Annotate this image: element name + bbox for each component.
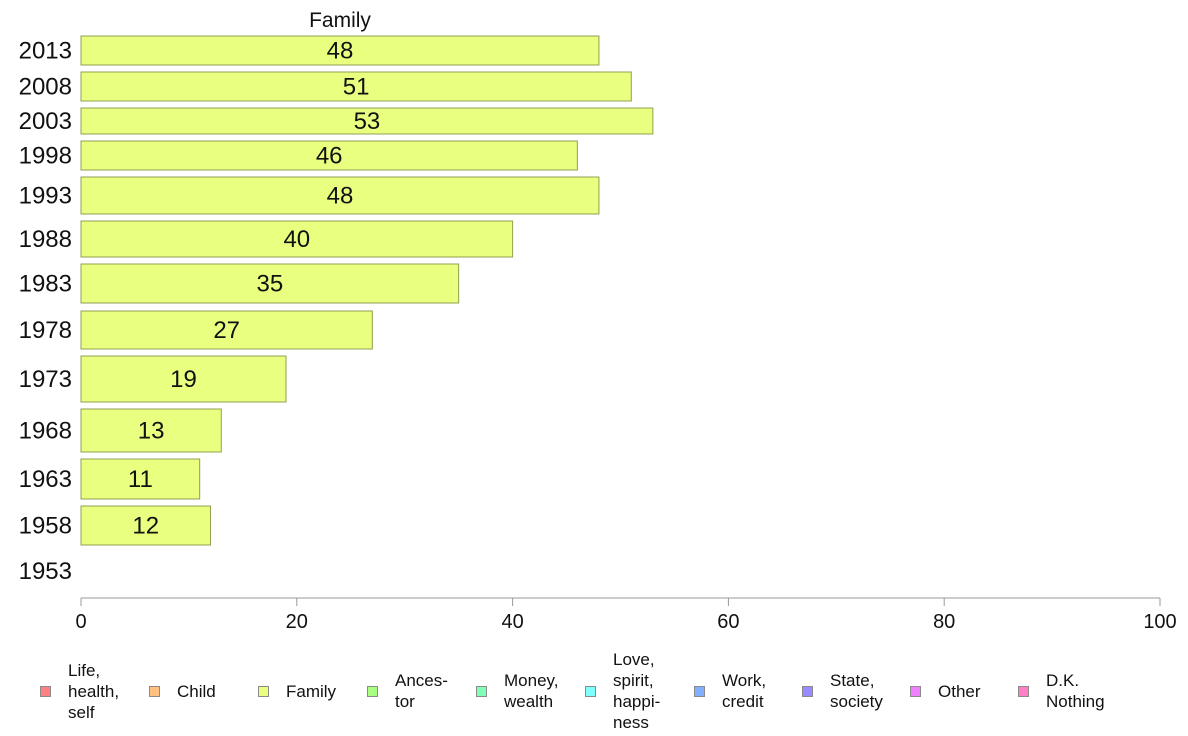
legend-swatch [1018,685,1029,697]
x-tick-label: 40 [501,611,523,633]
legend-item: State, society [802,648,883,734]
y-tick-label: 1968 [19,418,72,445]
y-tick-label: 2008 [19,74,72,101]
y-tick-label: 2013 [19,38,72,65]
data-label: 11 [128,466,153,493]
legend-label: Love, spirit, happi- ness [613,650,661,732]
legend-item: Child [149,648,216,734]
bar-1998 [80,140,578,171]
legend-swatch [149,685,160,697]
x-tick-label: 100 [1143,611,1176,633]
family-bar-chart: Family 201320082003199819931988198319781… [19,9,1177,633]
legend-swatch [802,685,813,697]
data-label: 53 [354,108,381,135]
data-label: 48 [327,183,354,210]
x-tick-label: 80 [933,611,955,633]
x-tick-label: 0 [75,611,86,633]
y-tick-label: 1953 [19,558,72,585]
legend-item: Ances- tor [367,648,448,734]
data-label: 51 [343,74,370,101]
legend-swatch [476,685,487,697]
data-label: 12 [132,513,159,540]
bar-1973 [80,355,287,403]
y-tick-label: 1993 [19,183,72,210]
legend-label: D.K. Nothing [1046,671,1105,711]
bar-2008 [80,71,632,102]
data-label: 46 [316,143,343,170]
year-labels-layer: 2013 2008 2003 1998 1993 1988 1983 1978 1973 1968… [19,38,72,586]
data-label: 27 [213,317,240,344]
legend-label: Other [938,681,981,701]
data-label: 13 [138,418,165,445]
legend-item: Family [258,648,336,734]
legend-swatch [367,685,378,697]
bars-layer [80,35,654,546]
legend-item: Love, spirit, happi- ness [585,648,660,734]
legend-swatch [40,685,51,697]
y-tick-label: 1963 [19,466,72,493]
legend-label: Ances- tor [395,671,448,711]
data-label: 40 [283,226,310,253]
legend-item: Work, credit [694,648,766,734]
bar-1963 [80,458,201,500]
legend-swatch [258,685,269,697]
legend-label: Child [177,681,216,701]
data-label: 19 [170,366,197,393]
bar-1988 [80,220,514,258]
data-label: 35 [256,271,283,298]
legend-item: Life, health, self [40,648,119,734]
bar-2003 [80,107,654,135]
legend-item: Other [910,648,981,734]
x-tick-label: 20 [286,611,308,633]
y-tick-label: 1973 [19,366,72,393]
bar-2013 [80,35,600,66]
bar-1958 [80,505,211,546]
bar-1968 [80,408,222,453]
data-label: 48 [327,38,354,65]
legend-swatch [585,685,596,697]
legend-item: Money, wealth [476,648,559,734]
y-tick-label: 2003 [19,108,72,135]
legend-label: Life, health, self [68,660,120,722]
legend-item: D.K. Nothing [1018,648,1105,734]
bar-1978 [80,310,373,350]
legend-label: State, society [830,671,883,711]
legend-label: Family [286,681,337,701]
x-axis: 0 20 40 60 80 100 [75,597,1177,633]
chart-title: Family [309,9,371,32]
y-tick-label: 1998 [19,143,72,170]
legend-swatch [910,685,921,697]
legend-label: Work, credit [722,671,767,711]
y-tick-label: 1988 [19,226,72,253]
bar-1993 [80,176,600,215]
legend-label: Money, wealth [504,671,559,711]
y-tick-label: 1983 [19,271,72,298]
legend: Life, health, self Child Family Ances- tor M… [40,648,1160,734]
y-tick-label: 1958 [19,513,72,540]
x-tick-label: 60 [717,611,739,633]
bar-1983 [80,263,460,304]
y-tick-label: 1978 [19,317,72,344]
legend-swatch [694,685,705,697]
